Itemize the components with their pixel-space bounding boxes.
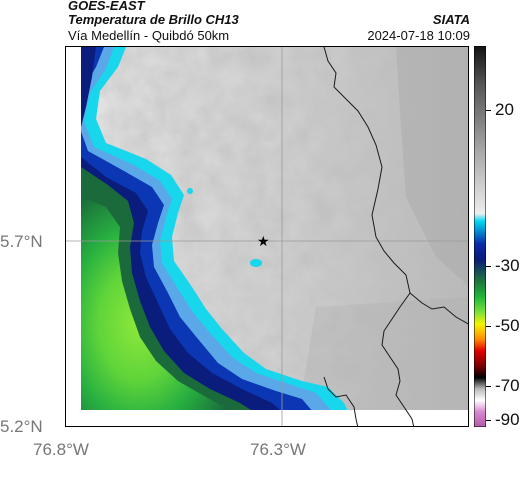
municipal-border-south — [323, 376, 359, 426]
green-core — [81, 197, 245, 426]
colorbar-label-m30: -30 — [495, 256, 520, 275]
product-title: Temperatura de Brillo CH13 — [68, 12, 239, 27]
colorbar-label-20: 20 — [495, 100, 514, 119]
lat-label-5.7: 5.7°N — [0, 232, 43, 251]
colorbar — [474, 46, 486, 427]
colorbar-tick-m90 — [486, 420, 491, 421]
colorbar-tick-m50 — [486, 326, 491, 327]
datetime-label: 2024-07-18 10:09 — [367, 28, 470, 43]
lon-label-76.8: 76.8°W — [33, 440, 89, 459]
department-border — [323, 47, 415, 426]
colorbar-fill — [474, 46, 486, 427]
nodata-bottom — [66, 410, 468, 426]
northwest-navy-strip — [81, 47, 96, 127]
lat-label-5.2: 5.2°N — [0, 417, 43, 436]
brightness-temperature-map: ★ — [66, 47, 468, 426]
east-dark-patch — [396, 47, 468, 286]
route-subtitle: Vía Medellín - Quibdó 50km — [68, 28, 230, 43]
cyan-patch-tiny — [187, 188, 193, 194]
colorbar-label-m90: -90 — [495, 410, 520, 429]
colorbar-label-m50: -50 — [495, 316, 520, 335]
satellite-title: GOES-EAST — [68, 0, 145, 13]
colorbar-label-m70: -70 — [495, 376, 520, 395]
nodata-left — [66, 47, 81, 426]
map-panel: ★ — [65, 46, 469, 427]
south-dark-patch — [296, 297, 468, 426]
colorbar-tick-20 — [486, 110, 491, 111]
cyan-patch-small — [250, 259, 262, 267]
colorbar-tick-m30 — [486, 266, 491, 267]
lon-label-76.3: 76.3°W — [250, 440, 306, 459]
star-icon: ★ — [257, 234, 270, 250]
municipal-border — [409, 292, 468, 325]
org-label: SIATA — [432, 12, 470, 27]
colorbar-tick-m70 — [486, 386, 491, 387]
